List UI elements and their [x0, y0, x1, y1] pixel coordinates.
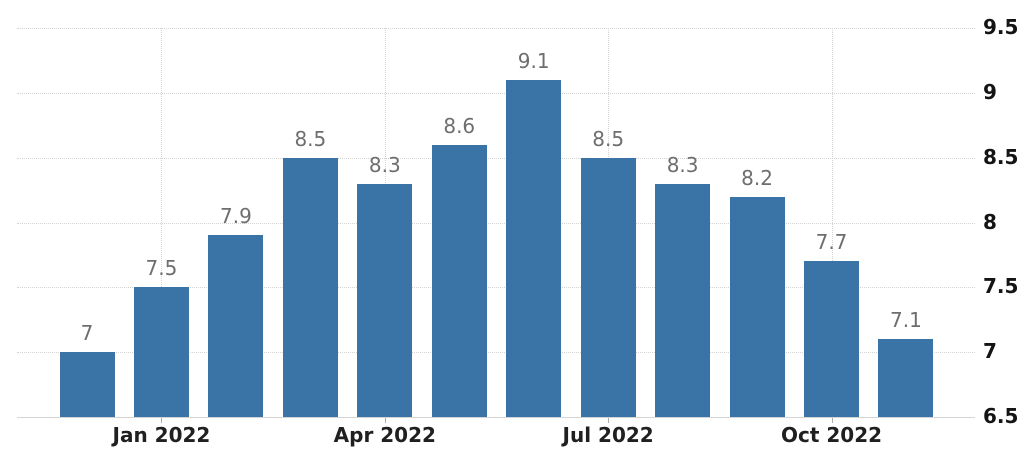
- bar[interactable]: [878, 339, 934, 417]
- bar-value-label: 7.5: [145, 256, 178, 281]
- x-tick-label: Apr 2022: [333, 423, 436, 447]
- y-tick-label: 9.5: [983, 15, 1019, 39]
- x-tick-label: Jan 2022: [112, 423, 211, 447]
- h-gridline: [17, 28, 975, 29]
- y-tick-label: 8: [983, 209, 997, 234]
- x-axis-baseline: [17, 417, 975, 418]
- bar-value-label: 8.2: [741, 165, 773, 190]
- bar[interactable]: [133, 287, 189, 417]
- bar[interactable]: [357, 183, 413, 417]
- x-tick-mark: [831, 418, 833, 423]
- y-tick-label: 7: [983, 339, 997, 364]
- bar-value-label: 7.9: [219, 204, 252, 229]
- bar[interactable]: [506, 79, 562, 417]
- h-gridline: [17, 287, 975, 289]
- bar-value-label: 7: [80, 321, 94, 346]
- bar[interactable]: [59, 352, 115, 417]
- bar[interactable]: [804, 261, 859, 417]
- x-tick-label: Jul 2022: [562, 423, 654, 447]
- bar[interactable]: [282, 157, 338, 417]
- v-gridline: [831, 28, 833, 417]
- bar-value-label: 8.3: [368, 152, 401, 177]
- v-gridline: [161, 28, 163, 417]
- bar[interactable]: [655, 183, 711, 417]
- bar[interactable]: [431, 144, 487, 417]
- h-gridline: [17, 222, 975, 224]
- y-tick-label: 6.5: [983, 404, 1019, 428]
- h-gridline: [17, 92, 975, 94]
- bar-value-label: 7.1: [890, 308, 922, 333]
- bar-value-label: 8.3: [666, 152, 699, 177]
- y-tick-label: 9: [983, 79, 997, 104]
- bar[interactable]: [580, 157, 636, 417]
- y-tick-label: 7.5: [983, 274, 1019, 299]
- bar-value-label: 9.1: [517, 48, 550, 73]
- bar[interactable]: [208, 235, 264, 417]
- bar-value-label: 8.6: [443, 113, 476, 138]
- bar[interactable]: [729, 196, 785, 417]
- h-gridline: [17, 157, 975, 159]
- x-tick-mark: [384, 418, 386, 423]
- bar-value-label: 8.5: [294, 126, 327, 151]
- x-tick-mark: [161, 418, 163, 423]
- bar-value-label: 8.5: [592, 126, 625, 151]
- x-tick-mark: [608, 418, 610, 423]
- bar-value-label: 7.7: [815, 230, 848, 255]
- h-gridline: [17, 352, 975, 354]
- x-tick-label: Oct 2022: [780, 423, 883, 447]
- y-tick-label: 8.5: [983, 144, 1019, 169]
